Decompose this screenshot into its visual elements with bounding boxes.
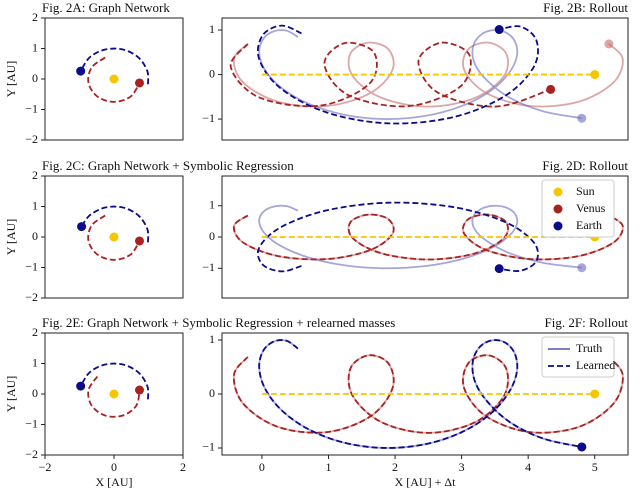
legend-label: Venus <box>576 201 606 215</box>
body-marker <box>77 222 87 232</box>
plot-area <box>76 362 150 418</box>
y-tick-label: 1 <box>209 197 215 211</box>
x-tick-label: 2 <box>392 460 398 474</box>
x-tick-label: 3 <box>459 460 465 474</box>
body-marker <box>109 74 119 84</box>
y-tick-label: 2 <box>32 10 38 24</box>
trajectory <box>232 213 624 261</box>
y-tick-label: 1 <box>209 332 215 346</box>
y-tick-label: 0 <box>32 71 38 85</box>
x-tick-label: 5 <box>592 460 598 474</box>
panel-title: Fig. 2A: Graph Network <box>42 0 170 15</box>
y-tick-label: −1 <box>202 260 215 274</box>
y-tick-label: −1 <box>25 101 38 115</box>
trajectory <box>79 47 150 85</box>
legend-label: Earth <box>576 218 602 232</box>
trajectory <box>87 56 141 103</box>
y-tick-label: −2 <box>25 447 38 461</box>
legend-label: Learned <box>576 358 615 372</box>
body-marker <box>134 385 144 395</box>
panel-title: Fig. 2D: Rollout <box>542 158 628 173</box>
panel-title: Fig. 2B: Rollout <box>543 0 628 15</box>
trajectory <box>87 214 141 261</box>
panel-title: Fig. 2F: Rollout <box>545 315 629 330</box>
y-axis-label: Y [AU] <box>4 219 18 256</box>
legend-label: Truth <box>576 341 602 355</box>
y-tick-label: −1 <box>25 259 38 273</box>
x-tick-label: 0 <box>111 460 117 474</box>
y-tick-label: −2 <box>25 132 38 146</box>
legend-swatch <box>553 221 563 231</box>
x-tick-label: 4 <box>525 460 531 474</box>
body-marker <box>109 232 119 242</box>
body-marker <box>604 39 614 49</box>
trajectory <box>258 204 582 270</box>
trajectory <box>79 362 150 400</box>
legend-box <box>541 336 615 378</box>
trajectory <box>80 205 150 243</box>
trajectory <box>87 375 141 418</box>
x-tick-label: 2 <box>180 460 186 474</box>
plot-area <box>77 205 150 261</box>
body-marker <box>577 263 587 273</box>
body-marker <box>134 236 144 246</box>
body-marker <box>590 70 600 80</box>
x-axis-label: X [AU] + Δt <box>395 475 456 489</box>
y-tick-label: 1 <box>32 198 38 212</box>
x-tick-label: 1 <box>325 460 331 474</box>
y-tick-label: 1 <box>209 22 215 36</box>
y-tick-label: 0 <box>32 229 38 243</box>
plot-area <box>232 339 624 452</box>
body-marker <box>494 264 504 274</box>
body-marker <box>134 78 144 88</box>
plot-area <box>229 24 624 125</box>
y-tick-label: −1 <box>202 111 215 125</box>
y-axis-label: Y [AU] <box>4 376 18 413</box>
plot-area <box>76 47 150 103</box>
trajectory <box>256 201 539 273</box>
trajectory <box>229 41 551 108</box>
y-tick-label: 2 <box>32 325 38 339</box>
y-tick-label: 1 <box>32 355 38 369</box>
trajectory <box>232 354 624 434</box>
body-marker <box>76 381 86 391</box>
y-axis-label: Y [AU] <box>4 61 18 98</box>
legend-swatch <box>553 187 563 197</box>
body-marker <box>76 66 86 76</box>
y-tick-label: 0 <box>32 386 38 400</box>
body-marker <box>494 25 504 35</box>
x-tick-label: 0 <box>259 460 265 474</box>
body-marker <box>109 389 119 399</box>
x-tick-label: −2 <box>39 460 52 474</box>
trajectory <box>256 24 539 125</box>
legend-swatch <box>553 204 563 214</box>
y-tick-label: −1 <box>25 416 38 430</box>
body-marker <box>577 113 587 123</box>
y-tick-label: 1 <box>32 40 38 54</box>
body-marker <box>590 389 600 399</box>
panel-title: Fig. 2E: Graph Network + Symbolic Regres… <box>42 315 395 330</box>
body-marker <box>577 442 587 452</box>
y-tick-label: −1 <box>202 440 215 454</box>
y-tick-label: 0 <box>209 229 215 243</box>
body-marker <box>546 84 556 94</box>
trajectory <box>258 339 582 449</box>
y-tick-label: 0 <box>209 66 215 80</box>
y-tick-label: −2 <box>25 290 38 304</box>
x-axis-label: X [AU] <box>96 475 133 489</box>
y-tick-label: 2 <box>32 168 38 182</box>
panel-title: Fig. 2C: Graph Network + Symbolic Regres… <box>42 158 294 173</box>
y-tick-label: 0 <box>209 386 215 400</box>
trajectory <box>258 29 582 120</box>
legend-label: Sun <box>576 184 595 198</box>
